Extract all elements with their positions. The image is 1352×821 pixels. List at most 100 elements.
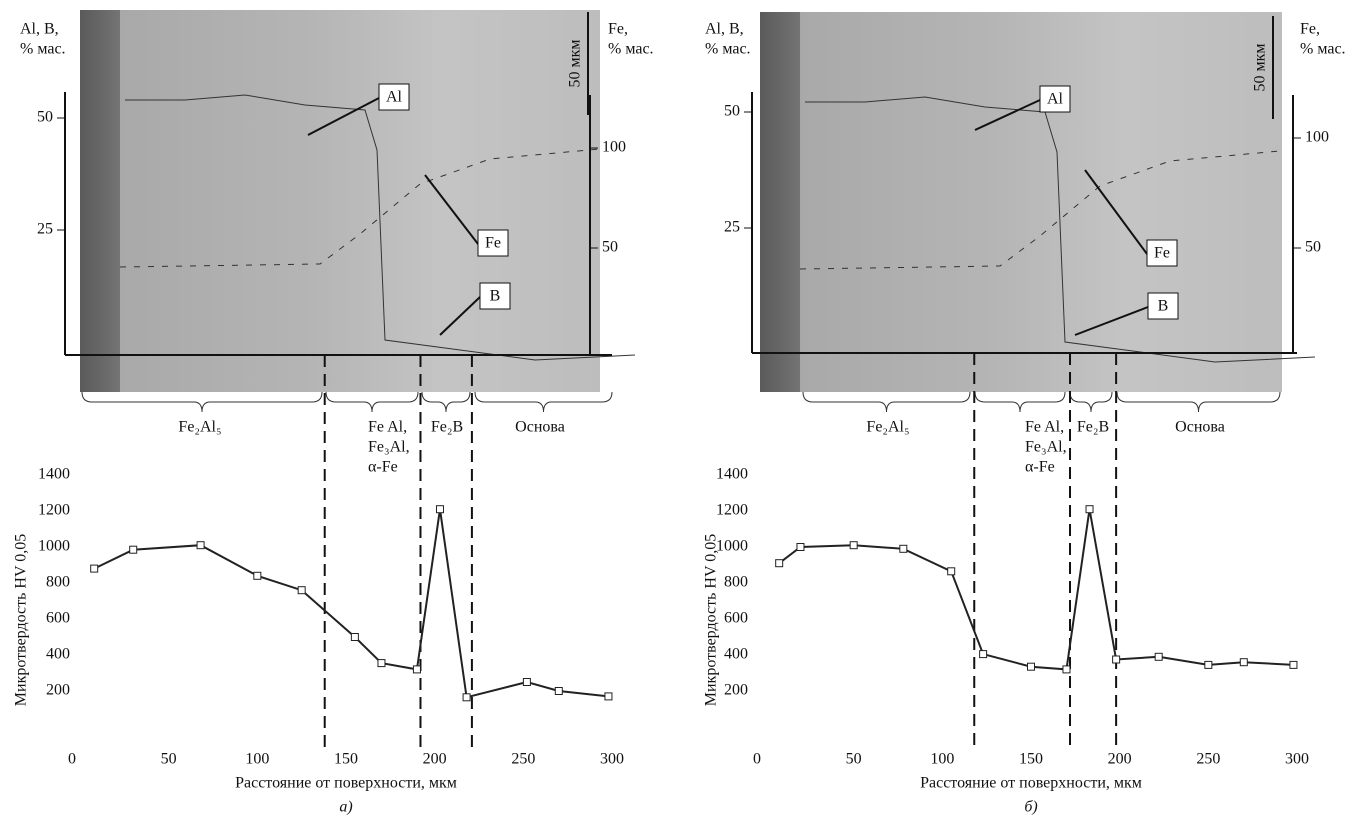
callout-label: Fe [1154, 245, 1170, 262]
y-tick-label: 50 [1305, 239, 1321, 256]
data-point [196, 541, 205, 550]
leader-line [307, 97, 380, 136]
leader-line [439, 296, 481, 336]
phase-brace [325, 391, 419, 413]
data-point [849, 541, 858, 550]
x-tick-label: 0 [753, 751, 761, 768]
data-point [462, 693, 471, 702]
y-tick-label: 25 [724, 219, 740, 236]
data-point [129, 545, 138, 554]
y-tick-label: 1200 [38, 502, 70, 519]
y-tick-label: 50 [724, 103, 740, 120]
scale-bar-label: 50 мкм [1252, 43, 1269, 91]
y-tick-label: 1200 [716, 502, 748, 519]
y-tick-label: 400 [46, 646, 70, 663]
al-profile [125, 94, 636, 361]
axis-label: Al, B, [20, 21, 59, 38]
data-point [1154, 652, 1163, 661]
micrograph [80, 10, 600, 392]
phase-brace [474, 391, 613, 413]
panel-label: б) [1024, 799, 1037, 816]
y-axis-label: Микротвердость HV 0,05 [703, 534, 720, 706]
data-point [90, 564, 99, 573]
fe-profile [799, 150, 1281, 270]
micrograph [760, 12, 1282, 392]
phase-label: α-Fe [1025, 459, 1055, 476]
data-point [522, 678, 531, 686]
data-point [947, 567, 956, 576]
y-tick-label: 100 [602, 139, 626, 156]
data-point [796, 543, 805, 551]
callout-label: B [1158, 298, 1169, 315]
y-tick-label: 800 [46, 574, 70, 591]
phase-brace [802, 391, 971, 413]
y-tick-label: 25 [37, 221, 53, 238]
callout-box [1146, 239, 1178, 267]
callout-box [477, 229, 509, 257]
data-point [1112, 655, 1121, 664]
phase-label: Fe₂Al₅ [178, 419, 221, 436]
callout-label: Al [1047, 91, 1064, 108]
data-point [253, 571, 262, 580]
data-point [899, 544, 908, 553]
phase-brace [974, 391, 1066, 413]
x-tick-label: 50 [846, 751, 862, 768]
y-tick-label: 600 [724, 610, 748, 627]
phase-label: Fe₂Al₅ [866, 419, 909, 436]
axis-label: % мас. [608, 41, 654, 58]
panel-label: а) [339, 799, 352, 816]
data-point [1027, 662, 1035, 671]
x-tick-label: 150 [334, 751, 358, 768]
leader-line [974, 99, 1041, 131]
data-point [1062, 665, 1071, 674]
x-tick-label: 250 [511, 751, 535, 768]
phase-label: Fe Al, [1025, 419, 1064, 436]
porous-edge [760, 12, 800, 392]
axis-label: Fe, [608, 21, 628, 38]
x-tick-label: 300 [1285, 751, 1309, 768]
data-point [377, 659, 386, 668]
y-tick-label: 1400 [716, 466, 748, 483]
y-axis-label: Микротвердость HV 0,05 [13, 534, 30, 706]
callout-box [1147, 292, 1179, 320]
callout-box [479, 282, 511, 310]
data-point [604, 692, 613, 701]
phase-label: Основа [515, 419, 565, 436]
axis-label: % мас. [705, 41, 751, 58]
x-axis-label: Расстояние от поверхности, мкм [920, 775, 1142, 792]
y-tick-label: 800 [724, 574, 748, 591]
x-tick-label: 200 [423, 751, 447, 768]
fe-profile [119, 148, 601, 268]
data-point [1085, 505, 1094, 514]
x-tick-label: 150 [1019, 751, 1043, 768]
y-tick-label: 200 [46, 682, 70, 699]
y-tick-label: 200 [724, 682, 748, 699]
data-point [350, 633, 359, 641]
callout-label: B [490, 288, 501, 305]
phase-label: Fe₃Al, [368, 439, 410, 456]
y-tick-label: 600 [46, 610, 70, 627]
x-axis-label: Расстояние от поверхности, мкм [235, 775, 457, 792]
x-tick-label: 100 [930, 751, 954, 768]
porous-edge [80, 10, 120, 392]
data-point [297, 586, 306, 595]
callout-box [1039, 85, 1071, 113]
phase-label: Основа [1175, 419, 1225, 436]
data-point [1204, 660, 1213, 669]
x-tick-label: 300 [600, 751, 624, 768]
data-line [93, 509, 609, 699]
data-point [435, 505, 444, 514]
data-point [979, 650, 988, 659]
phase-brace [1116, 391, 1281, 413]
data-point [775, 559, 784, 568]
callout-label: Fe [485, 235, 501, 252]
x-tick-label: 50 [161, 751, 177, 768]
phase-brace [421, 391, 471, 413]
x-tick-label: 200 [1108, 751, 1132, 768]
phase-brace [81, 391, 323, 413]
callout-box [378, 83, 410, 111]
data-line [778, 509, 1294, 671]
axis-label: % мас. [1300, 41, 1346, 58]
axis-label: % мас. [20, 41, 66, 58]
